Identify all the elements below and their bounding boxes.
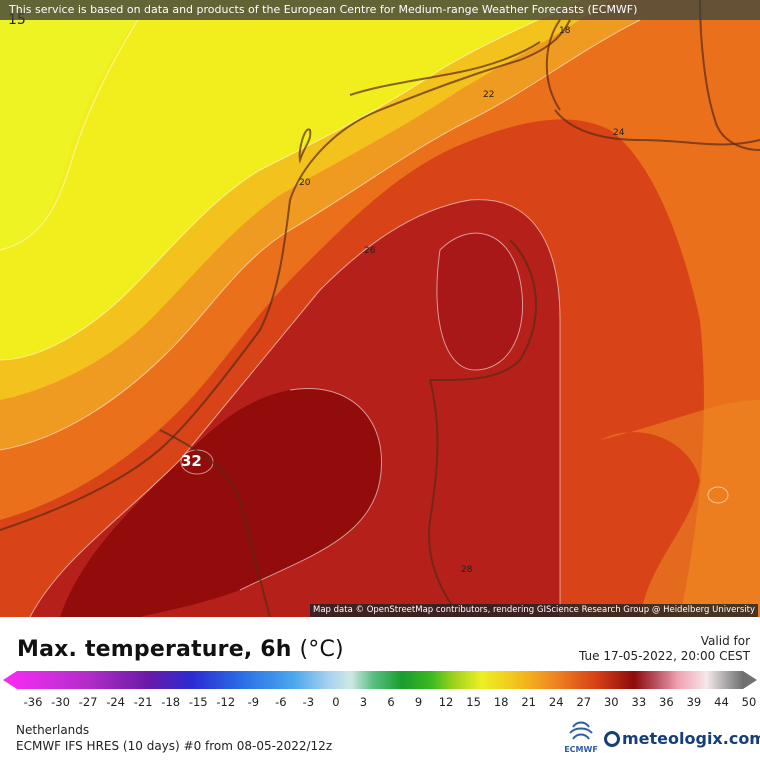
scale-tick-label: 36	[659, 695, 674, 709]
scale-tick-label: 30	[603, 695, 619, 709]
meteologix-brand[interactable]: meteologix.com	[622, 729, 760, 748]
scale-min-arrow	[3, 671, 17, 689]
scale-tick-label: -12	[216, 695, 236, 709]
scale-tick-label: 6	[387, 695, 395, 709]
scale-tick-label: -18	[161, 695, 181, 709]
hot-pocket-east	[436, 233, 523, 370]
scale-tick-label: 24	[548, 695, 564, 709]
map-canvas: 15 18 20 22 24 26 28 32	[0, 0, 760, 617]
scale-tick-label: -3	[302, 695, 315, 709]
title-text: Max. temperature, 6h	[17, 637, 292, 662]
contour-label-18: 18	[559, 26, 571, 36]
temperature-map[interactable]: 15 18 20 22 24 26 28 32 This service is …	[0, 0, 760, 617]
scale-ticks: -36 -30 -27 -24 -21 -18 -15 -12 -9 -6 -3 0 3 6 9 12 15 18…	[0, 695, 760, 711]
color-scale-legend	[0, 670, 760, 690]
scale-tick-label: 0	[332, 695, 340, 709]
scale-tick-label: 39	[686, 695, 702, 709]
scale-tick-label: -24	[106, 695, 126, 709]
scale-tick-label: 12	[438, 695, 454, 709]
scale-tick-label: -6	[275, 695, 287, 709]
valid-time: Tue 17-05-2022, 20:00 CEST	[579, 649, 750, 663]
scale-tick-label: 50	[741, 695, 757, 709]
ecmwf-logo-icon	[569, 721, 593, 740]
scale-tick-label: -15	[188, 695, 208, 709]
scale-tick-label: -9	[247, 695, 260, 709]
title-unit: (°C)	[299, 637, 344, 662]
model-run-info: ECMWF IFS HRES (10 days) #0 from 08-05-2…	[16, 739, 333, 753]
scale-tick-label: 33	[631, 695, 647, 709]
meteologix-logo-icon	[604, 731, 620, 747]
scale-gradient	[17, 671, 743, 689]
contour-label-24: 24	[613, 128, 625, 138]
contour-label-26: 26	[364, 246, 376, 256]
scale-tick-label: 3	[359, 695, 368, 709]
coastline-and-borders	[0, 0, 760, 617]
contour-label-22: 22	[483, 90, 494, 100]
cool-zone-nw	[0, 0, 150, 250]
ecmwf-label: ECMWF	[564, 745, 598, 754]
color-scale-bar	[3, 671, 757, 689]
scale-tick-label: 27	[576, 695, 592, 709]
scale-tick-label: -36	[23, 695, 43, 709]
contour-label-20: 20	[299, 178, 311, 188]
valid-for-label: Valid for	[700, 634, 750, 648]
chart-title: Max. temperature, 6h (°C)	[17, 637, 344, 662]
scale-tick-label: -30	[51, 695, 70, 709]
contour-label-32: 32	[181, 452, 202, 470]
isotherm-lines	[0, 0, 729, 617]
region-name: Netherlands	[16, 723, 90, 737]
contour-label-28: 28	[461, 565, 473, 575]
cooler-zone-se	[600, 400, 760, 617]
scale-tick-label: 18	[493, 695, 509, 709]
ecmwf-disclaimer: This service is based on data and produc…	[0, 0, 760, 20]
scale-max-arrow	[743, 671, 757, 689]
scale-tick-label: -21	[133, 695, 153, 709]
scale-tick-label: 44	[714, 695, 729, 709]
scale-tick-label: 15	[466, 695, 481, 709]
hot-zone-dark-red	[60, 388, 382, 617]
scale-tick-label: 21	[521, 695, 537, 709]
scale-tick-label: 9	[414, 695, 423, 709]
scale-tick-label: -27	[78, 695, 98, 709]
map-attribution: Map data © OpenStreetMap contributors, r…	[310, 604, 758, 617]
